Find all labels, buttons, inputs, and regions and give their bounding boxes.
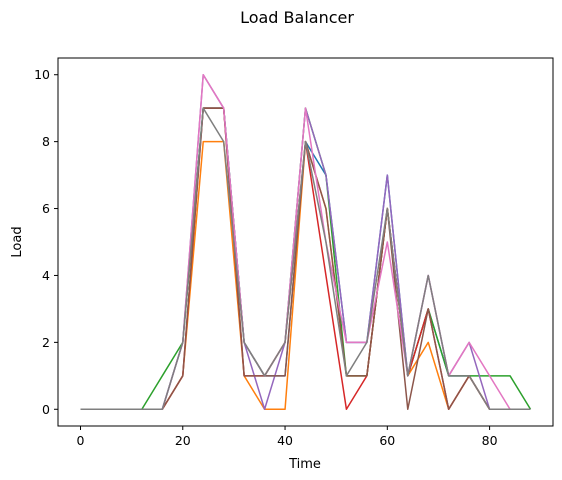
series-line-6: [80, 107, 531, 411]
series-line-1: [80, 107, 531, 411]
series-line-2: [80, 140, 531, 411]
y-tick-label: 6: [42, 201, 50, 216]
x-tick-label: 60: [379, 433, 395, 448]
series-line-5: [80, 73, 531, 411]
chart-title: Load Balancer: [240, 8, 354, 27]
series-line-8: [80, 107, 531, 411]
x-axis: 0 20 40 60 80: [77, 426, 498, 448]
x-axis-label: Time: [288, 457, 321, 472]
y-tick-label: 2: [42, 335, 50, 350]
plot-area: [57, 57, 554, 427]
y-axis: 0 2 4 6 8 10: [34, 67, 58, 417]
series-line-3: [80, 107, 532, 411]
x-tick-label: 20: [175, 433, 191, 448]
x-tick-label: 0: [77, 433, 85, 448]
y-tick-label: 0: [42, 402, 50, 417]
y-tick-label: 8: [42, 134, 50, 149]
x-tick-label: 80: [482, 433, 498, 448]
y-axis-label: Load: [10, 226, 25, 257]
y-tick-label: 10: [34, 67, 50, 82]
y-tick-label: 4: [42, 268, 50, 283]
series-line-4: [80, 107, 531, 411]
x-tick-label: 40: [277, 433, 293, 448]
series-layer: [80, 73, 532, 411]
plot-frame: [57, 57, 554, 427]
series-line-7: [80, 73, 531, 411]
